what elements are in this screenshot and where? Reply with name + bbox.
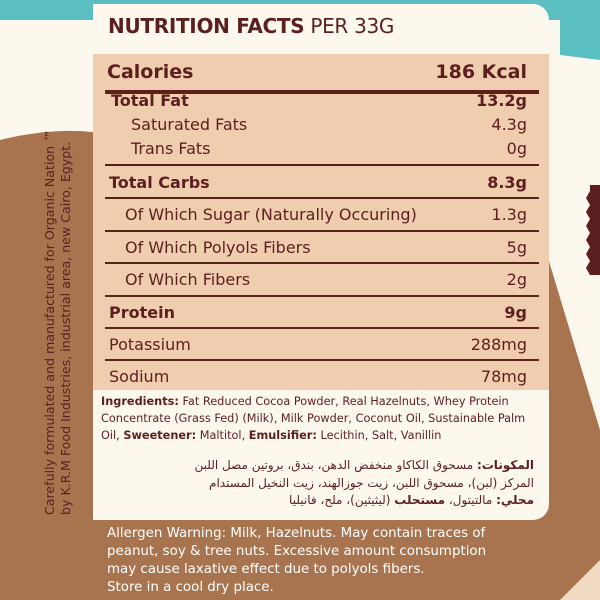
row-total-fat: Total Fat 13.2g (111, 88, 535, 112)
row-label: Sodium (109, 366, 170, 386)
row-label: Saturated Fats (131, 114, 248, 134)
row-value: 78mg (480, 366, 527, 386)
row-label: Potassium (109, 334, 191, 354)
emulsifier-label: Emulsifier: (248, 429, 317, 442)
sweetener-label: Sweetener: (123, 429, 197, 442)
row-value: 1.3g (491, 204, 527, 224)
nutrition-table: Calories 186 Kcal Total Fat 13.2g Saturate… (93, 54, 549, 390)
row-trans-fats: Trans Fats 0g (131, 136, 535, 160)
serving-size: PER 33G (310, 14, 395, 38)
ingredients-text: Fat Reduced Cocoa Powder, Real Hazelnuts… (101, 395, 526, 442)
manufacturer-note: Carefully formulated and manufactured fo… (42, 35, 74, 515)
allergen-warning: Allergen Warning: Milk, Hazelnuts. May c… (107, 525, 557, 597)
divider (105, 327, 539, 329)
row-calories: Calories 186 Kcal (107, 54, 535, 90)
warning-line: peanut, soy & tree nuts. Excessive amoun… (107, 544, 487, 559)
warning-line: Allergen Warning: Milk, Hazelnuts. May c… (107, 526, 486, 541)
nutrition-title: NUTRITION FACTS PER 33G (108, 14, 394, 38)
row-value: 0g (506, 138, 527, 158)
emulsifier-text: Lecithin, Salt, Vanillin (316, 429, 442, 442)
ar-line: محلي: مالتيتول، مستحلب (ليثيثين)، ملح، ف… (101, 492, 534, 510)
row-saturated-fats: Saturated Fats 4.3g (131, 112, 535, 136)
row-label: Total Fat (111, 90, 189, 110)
manufacturer-line: by K.R.M Food Industries, industrial are… (58, 141, 73, 515)
sweetener-text: Maltitol, (196, 429, 249, 442)
row-sugar: Of Which Sugar (Naturally Occuring) 1.3g (125, 198, 535, 230)
row-value: 2g (506, 269, 527, 289)
row-label: Of Which Polyols Fibers (125, 237, 311, 257)
ingredients-label: Ingredients: (101, 395, 179, 408)
row-potassium: Potassium 288mg (109, 328, 535, 360)
row-label: Trans Fats (131, 138, 211, 158)
ar-text: (ليثيثين)، ملح، فانيليا (289, 493, 395, 507)
row-label: Of Which Sugar (Naturally Occuring) (125, 204, 417, 224)
ar-label: محلي: (496, 493, 534, 507)
row-value: 186 Kcal (435, 61, 527, 83)
row-value: 8.3g (487, 172, 527, 192)
row-fibers: Of Which Fibers 2g (125, 263, 535, 295)
row-value: 9g (504, 302, 527, 322)
row-label: Of Which Fibers (125, 269, 251, 289)
ar-text: مالتيتول، (445, 493, 497, 507)
divider (105, 230, 539, 232)
row-label: Total Carbs (109, 172, 210, 192)
divider (105, 90, 539, 94)
warning-line: may cause laxative effect due to polyols… (107, 562, 425, 577)
ar-text: مسحوق الكاكاو منخفض الدهن، بندق، بروتين … (194, 458, 477, 472)
ar-label: مستحلب (394, 493, 446, 507)
row-label: Protein (109, 302, 175, 322)
title-main: NUTRITION FACTS (108, 14, 305, 38)
ar-line: المركز (لبن)، مسحوق اللبن، زيت جوزالهند،… (209, 475, 534, 490)
ingredients-ar: المكونات: مسحوق الكاكاو منخفض الدهن، بند… (101, 457, 534, 510)
row-protein: Protein 9g (109, 296, 535, 328)
divider (105, 164, 539, 166)
row-total-carbs: Total Carbs 8.3g (109, 166, 535, 198)
row-sodium: Sodium 78mg (109, 360, 535, 392)
divider (105, 295, 539, 297)
divider (105, 262, 539, 264)
row-polyols: Of Which Polyols Fibers 5g (125, 231, 535, 263)
ar-line: المكونات: مسحوق الكاكاو منخفض الدهن، بند… (101, 457, 534, 475)
row-value: 13.2g (476, 90, 527, 110)
warning-line: Store in a cool dry place. (107, 580, 274, 595)
chocolate-edge-icon (586, 185, 600, 275)
divider (105, 197, 539, 199)
manufacturer-line: Carefully formulated and manufactured fo… (42, 129, 57, 515)
ar-label: المكونات: (476, 458, 534, 472)
ingredients-en: Ingredients: Fat Reduced Cocoa Powder, R… (101, 393, 541, 444)
cream-corner (560, 560, 600, 600)
row-value: 5g (506, 237, 527, 257)
row-value: 4.3g (491, 114, 527, 134)
row-label: Calories (107, 61, 194, 83)
row-value: 288mg (470, 334, 527, 354)
divider (105, 359, 539, 361)
